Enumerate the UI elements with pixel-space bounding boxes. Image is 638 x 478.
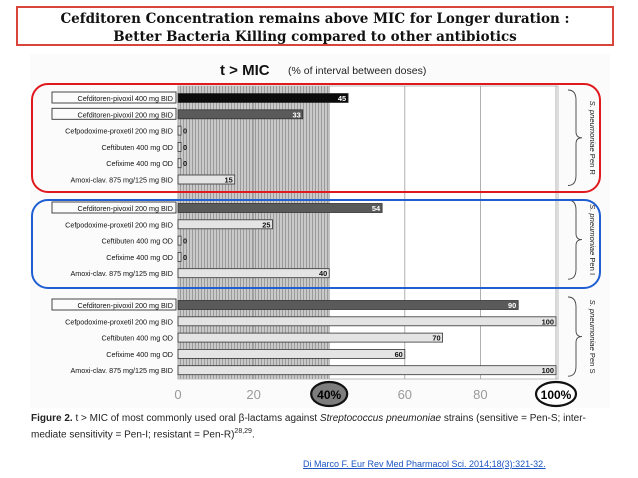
bar-g1-0: [177, 203, 383, 213]
bar-label-g0-4: Cefixime 400 mg OD: [106, 159, 173, 168]
bar-g2-2: [177, 332, 444, 343]
bar-g2-3: [177, 348, 406, 359]
bar-value-g2-1: 100: [542, 317, 554, 326]
caption-period: .: [251, 429, 255, 441]
group-label-suffix-2: Pen S: [588, 353, 597, 374]
chart-title-sub: (% of interval between doses): [288, 65, 426, 77]
bar-value-g2-0: 90: [508, 301, 516, 310]
bar-value-g0-4: 0: [183, 159, 187, 168]
bar-value-g2-2: 70: [432, 334, 440, 343]
bar-label-g1-4: Amoxi-clav. 875 mg/125 mg BID: [70, 269, 173, 278]
bar-value-g1-1: 25: [262, 220, 270, 229]
bar-g2-1: [177, 316, 557, 327]
x-tick-label-1: 20: [246, 387, 260, 402]
figure-caption: Figure 2. t > MIC of most commonly used …: [31, 412, 613, 441]
group-label-suffix-1: Pen I: [588, 257, 597, 275]
caption-text-b: strains (sensitive = Pen-S; inter-: [441, 413, 586, 424]
group-brace-0: [567, 89, 583, 186]
bar-label-g2-0: Cefditoren-pivoxil 200 mg BID: [78, 301, 173, 310]
bar-label-g2-4: Amoxi-clav. 875 mg/125 mg BID: [70, 366, 173, 375]
bar-label-g0-0: Cefditoren-pivoxil 400 mg BID: [78, 94, 173, 103]
group-label-organism-0: S. pneumoniae: [588, 101, 597, 154]
bar-label-g1-2: Ceftibuten 400 mg OD: [101, 237, 173, 246]
group-brace-2: [567, 296, 583, 377]
group-label-organism-1: S. pneumoniae: [588, 204, 597, 257]
caption-figure-label: Figure 2.: [31, 413, 73, 424]
bar-g0-0: [177, 93, 349, 103]
citation-text[interactable]: Di Marco F. Eur Rev Med Pharmacol Sci. 2…: [303, 459, 546, 469]
bar-g0-3: [177, 142, 182, 152]
bar-g1-3: [177, 251, 182, 262]
figure-panel: t > MIC (% of interval between doses) 45 3…: [30, 54, 610, 408]
bar-value-g2-4: 100: [542, 366, 554, 375]
chart-title-main: t > MIC: [220, 62, 270, 79]
bar-label-g0-2: Cefpodoxime-proxetil 200 mg BID: [65, 127, 173, 136]
bar-g0-1: [177, 109, 304, 120]
bar-label-box-g0-0: [51, 91, 177, 104]
group-outline-0: [31, 83, 601, 193]
bar-label-box-g1-0: [51, 201, 177, 214]
bar-g1-4: [177, 268, 330, 279]
slide-title-line-1: Cefditoren Concentration remains above M…: [60, 11, 570, 27]
bar-label-g2-2: Ceftibuten 400 mg OD: [101, 334, 173, 343]
x-tick-label-0: 0: [174, 387, 181, 402]
group-label-organism-2: S. pneumoniae: [588, 300, 597, 353]
tick-highlight-2: [310, 380, 349, 408]
group-label-suffix-0: Pen R: [588, 154, 597, 176]
bar-value-g1-3: 0: [183, 253, 187, 262]
bar-value-g1-2: 0: [183, 237, 187, 246]
caption-line-2: mediate sensitivity = Pen-I; resistant =…: [31, 429, 235, 441]
bar-g2-4: [177, 365, 557, 376]
group-label-1: S. pneumoniae Pen I: [588, 204, 597, 275]
bar-label-g2-1: Cefpodoxime-proxetil 200 mg BID: [65, 317, 173, 326]
bar-value-g0-2: 0: [183, 127, 187, 136]
citation-link[interactable]: Di Marco F. Eur Rev Med Pharmacol Sci. 2…: [303, 459, 546, 469]
bar-g0-2: [177, 125, 182, 136]
bar-value-g0-1: 33: [293, 110, 301, 119]
bar-g2-0: [177, 300, 519, 310]
chart-svg: t > MIC (% of interval between doses) 45 3…: [31, 62, 601, 408]
slide-title-line-2: Better Bacteria Killing compared to othe…: [113, 29, 517, 45]
x-tick-label-4: 80: [473, 387, 487, 402]
bar-value-g1-4: 40: [319, 269, 327, 278]
bar-label-g2-3: Cefixime 400 mg OD: [106, 350, 173, 359]
bar-label-g0-1: Cefditoren-pivoxil 200 mg BID: [78, 110, 173, 119]
bar-label-g0-3: Ceftibuten 400 mg OD: [101, 143, 173, 152]
bar-g0-5: [177, 174, 236, 185]
bar-label-box-g2-0: [51, 298, 177, 311]
bar-g1-1: [177, 219, 273, 230]
group-brace-1: [567, 199, 583, 280]
group-label-0: S. pneumoniae Pen R: [588, 101, 597, 176]
tick-highlight-5: [534, 380, 578, 408]
bar-label-g1-1: Cefpodoxime-proxetil 200 mg BID: [65, 220, 173, 229]
bar-label-g0-5: Amoxi-clav. 875 mg/125 mg BID: [70, 176, 173, 185]
x-tick-label-3: 60: [398, 387, 412, 402]
caption-organism: Streptococcus pneumoniae: [319, 413, 442, 424]
bar-label-box-g0-1: [51, 107, 177, 120]
bar-g1-2: [177, 235, 182, 246]
bar-value-g2-3: 60: [395, 350, 403, 359]
bar-label-g1-3: Cefixime 400 mg OD: [106, 253, 173, 262]
caption-refs: 28,29: [234, 428, 252, 435]
caption-text-a: t > MIC of most commonly used oral β-lac…: [72, 413, 320, 424]
x-tick-label-5: 100%: [541, 388, 572, 402]
group-outline-1: [31, 199, 601, 289]
group-label-2: S. pneumoniae Pen S: [588, 300, 597, 374]
bar-value-g0-5: 15: [224, 176, 232, 185]
x-tick-label-2: 40%: [317, 388, 341, 402]
bar-g0-4: [177, 158, 182, 169]
bar-value-g0-0: 45: [338, 94, 346, 103]
bar-value-g0-3: 0: [183, 143, 187, 152]
bar-label-g1-0: Cefditoren-pivoxil 200 mg BID: [78, 204, 173, 213]
bar-value-g1-0: 54: [372, 204, 381, 213]
slide-title-box: Cefditoren Concentration remains above M…: [16, 6, 614, 46]
